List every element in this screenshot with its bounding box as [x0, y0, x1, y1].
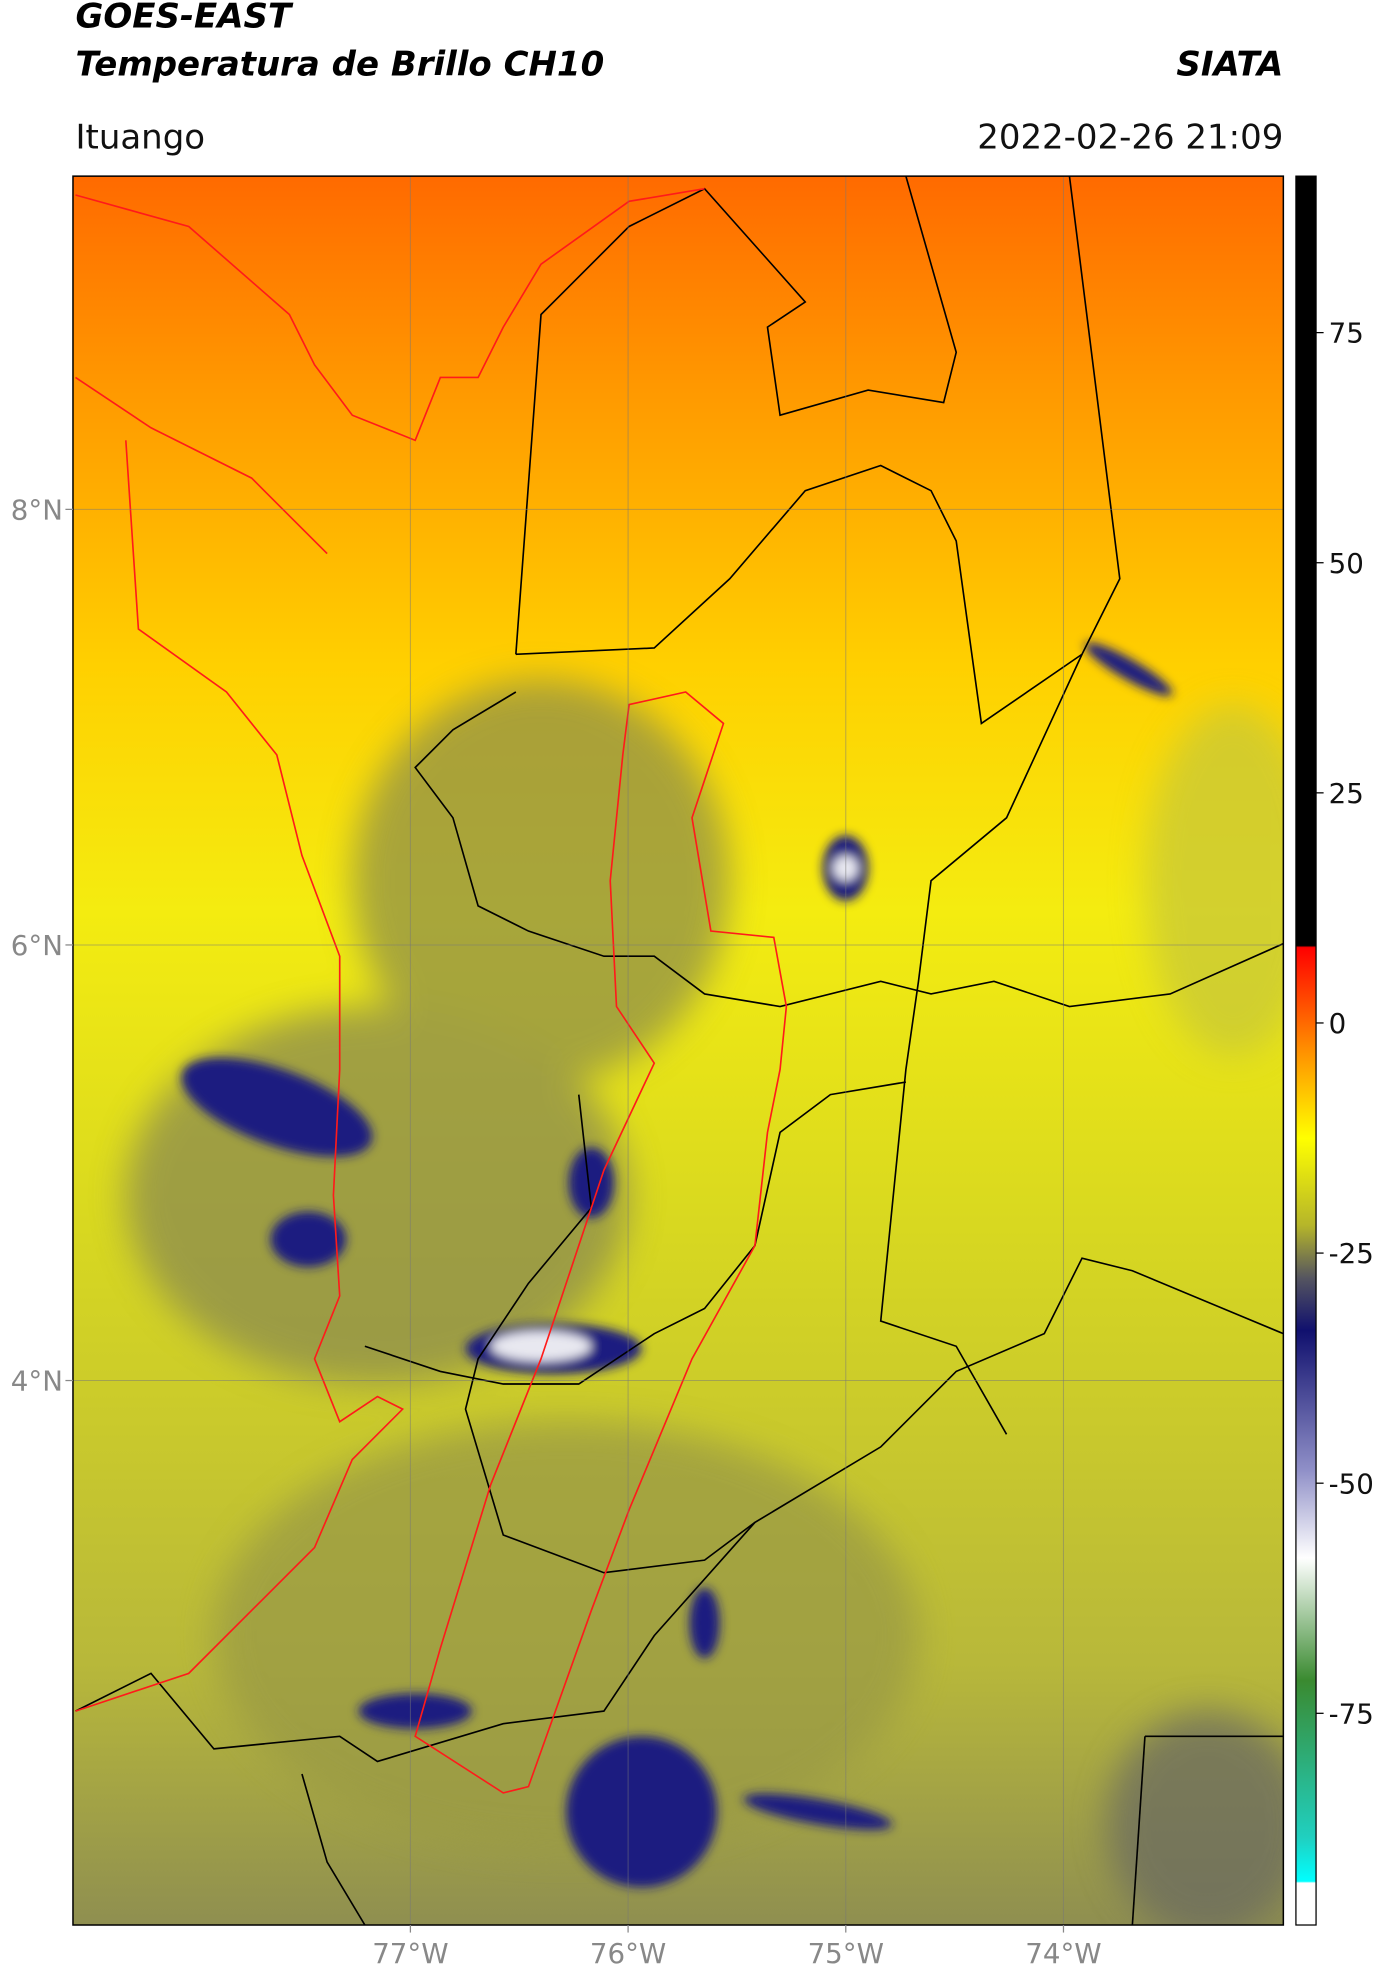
colorbar-label: 0 — [1329, 1007, 1347, 1040]
colorbar-label: -25 — [1329, 1237, 1374, 1270]
colorbar-label: 25 — [1329, 777, 1364, 810]
lat-label: 8°N — [11, 493, 63, 526]
timestamp: 2022-02-26 21:09 — [977, 117, 1283, 157]
map — [72, 176, 1284, 1926]
lat-label: 4°N — [11, 1365, 63, 1398]
colorbar — [1295, 175, 1317, 1926]
title: Temperatura de Brillo CH10 — [75, 44, 604, 84]
lon-label: 76°W — [590, 1937, 666, 1970]
region-outline — [75, 187, 788, 1794]
lon-label: 77°W — [372, 1937, 448, 1970]
title: GOES-EAST — [75, 0, 293, 37]
colorbar-label: 75 — [1329, 317, 1364, 350]
org: SIATA — [1176, 44, 1283, 84]
colorbar-label: -75 — [1329, 1697, 1374, 1730]
graticule — [72, 176, 1284, 1926]
map-frame — [72, 175, 1285, 1926]
lat-label: 6°N — [11, 929, 63, 962]
ticks: 8°N 6°N 4°N 77°W 76°W 75°W 74°W 75 50 25 0 -25 -50 -7… — [11, 317, 1374, 1970]
location: Ituango — [75, 117, 205, 157]
lon-label: 75°W — [808, 1937, 884, 1970]
colorbar-label: -50 — [1329, 1467, 1374, 1500]
lon-label: 74°W — [1025, 1937, 1101, 1970]
colorbar-label: 50 — [1329, 547, 1364, 580]
borders — [75, 176, 1284, 1926]
